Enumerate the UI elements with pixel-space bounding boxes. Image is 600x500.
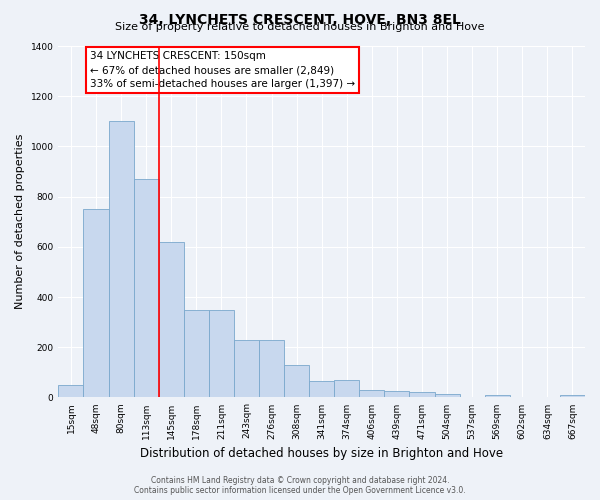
Bar [259,340,284,398]
Bar [409,392,434,398]
Bar [109,122,134,398]
Bar [434,394,460,398]
Y-axis label: Number of detached properties: Number of detached properties [15,134,25,310]
Bar [309,381,334,398]
Bar [209,310,234,398]
X-axis label: Distribution of detached houses by size in Brighton and Hove: Distribution of detached houses by size … [140,447,503,460]
Bar [485,395,510,398]
Bar [385,391,409,398]
Bar [234,340,259,398]
Text: 34, LYNCHETS CRESCENT, HOVE, BN3 8EL: 34, LYNCHETS CRESCENT, HOVE, BN3 8EL [139,12,461,26]
Bar [58,385,83,398]
Bar [334,380,359,398]
Bar [184,310,209,398]
Text: 34 LYNCHETS CRESCENT: 150sqm
← 67% of detached houses are smaller (2,849)
33% of: 34 LYNCHETS CRESCENT: 150sqm ← 67% of de… [90,52,355,90]
Bar [159,242,184,398]
Text: Size of property relative to detached houses in Brighton and Hove: Size of property relative to detached ho… [115,22,485,32]
Bar [560,395,585,398]
Bar [134,179,159,398]
Bar [284,365,309,398]
Bar [83,209,109,398]
Text: Contains HM Land Registry data © Crown copyright and database right 2024.
Contai: Contains HM Land Registry data © Crown c… [134,476,466,495]
Bar [359,390,385,398]
